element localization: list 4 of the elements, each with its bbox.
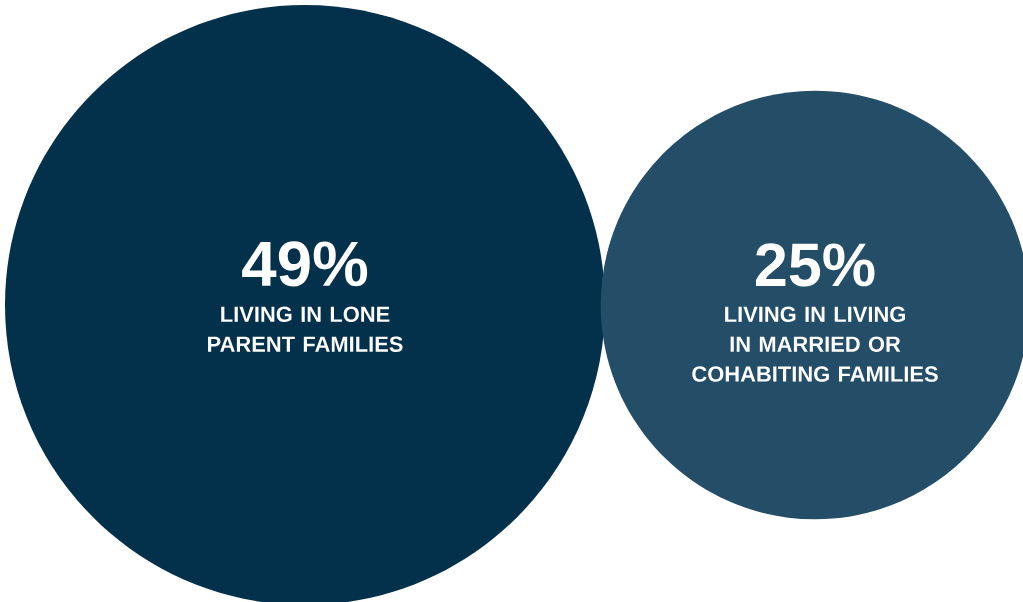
data-label: 49%	[242, 241, 368, 287]
data-label: 25%	[756, 243, 875, 287]
category-label: LIVING IN LONE PARENT FAMILIES	[208, 306, 403, 352]
category-label: LIVING IN LIVING IN MARRIED OR COHABITING FAMILIES	[692, 306, 938, 382]
